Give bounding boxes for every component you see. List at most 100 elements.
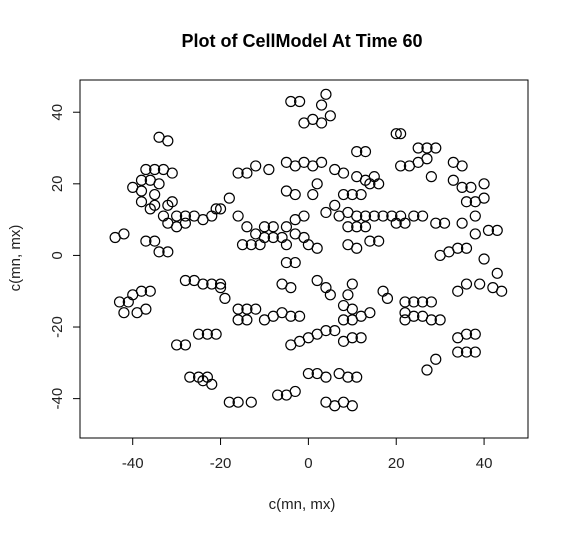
data-point bbox=[179, 274, 192, 287]
data-point bbox=[219, 292, 231, 304]
data-point bbox=[232, 167, 244, 179]
data-point bbox=[421, 153, 433, 165]
data-point bbox=[250, 303, 262, 315]
data-point bbox=[460, 196, 473, 208]
data-point bbox=[351, 221, 363, 233]
data-point bbox=[232, 314, 244, 326]
data-point bbox=[324, 110, 336, 122]
data-point bbox=[162, 135, 174, 147]
data-point bbox=[285, 95, 297, 108]
data-point bbox=[478, 253, 490, 265]
data-point bbox=[421, 142, 433, 154]
data-point bbox=[267, 221, 279, 233]
data-point bbox=[135, 174, 148, 186]
data-point bbox=[311, 178, 323, 190]
data-point bbox=[421, 364, 433, 376]
data-point bbox=[280, 185, 293, 197]
data-point bbox=[359, 146, 372, 158]
data-point bbox=[329, 325, 341, 337]
data-point bbox=[289, 385, 301, 398]
data-point bbox=[359, 221, 372, 233]
data-point bbox=[355, 332, 367, 344]
data-point bbox=[113, 296, 126, 308]
data-point bbox=[294, 95, 306, 108]
data-point bbox=[241, 314, 253, 326]
data-point bbox=[285, 310, 297, 322]
data-point bbox=[351, 371, 363, 383]
data-point bbox=[425, 314, 437, 326]
data-point bbox=[153, 178, 165, 190]
data-point bbox=[149, 163, 161, 176]
x-tick-label: 0 bbox=[304, 455, 312, 472]
data-point bbox=[469, 328, 481, 340]
data-point bbox=[140, 303, 152, 315]
data-point bbox=[214, 203, 227, 215]
y-axis-label: c(mn, mx) bbox=[7, 225, 24, 292]
data-point bbox=[364, 235, 376, 247]
data-point bbox=[118, 228, 130, 240]
data-point bbox=[373, 235, 385, 247]
data-point bbox=[430, 353, 442, 365]
data-point bbox=[149, 199, 161, 211]
data-point bbox=[140, 163, 152, 176]
data-point bbox=[184, 371, 196, 383]
data-point bbox=[491, 267, 503, 279]
data-point bbox=[232, 303, 244, 315]
data-point bbox=[289, 256, 301, 269]
data-point bbox=[342, 221, 354, 233]
x-tick-label: -40 bbox=[122, 455, 144, 472]
data-point bbox=[197, 375, 209, 387]
data-point bbox=[434, 314, 446, 326]
data-point bbox=[408, 210, 420, 222]
data-point bbox=[149, 188, 161, 201]
data-point bbox=[140, 235, 152, 247]
data-point bbox=[144, 285, 156, 297]
data-point bbox=[346, 332, 358, 344]
data-point bbox=[267, 231, 279, 244]
data-point bbox=[359, 210, 372, 222]
data-point bbox=[214, 278, 227, 290]
data-point bbox=[149, 235, 161, 247]
data-point bbox=[162, 199, 174, 211]
data-point bbox=[210, 203, 222, 215]
data-point bbox=[245, 396, 257, 408]
data-point bbox=[302, 367, 314, 380]
data-point bbox=[474, 278, 486, 290]
data-point bbox=[320, 325, 332, 337]
data-point bbox=[478, 192, 490, 204]
data-point bbox=[390, 128, 402, 140]
data-point bbox=[438, 217, 451, 229]
data-point bbox=[390, 217, 402, 229]
data-point bbox=[280, 221, 293, 233]
x-tick-label: 40 bbox=[476, 455, 493, 472]
data-point bbox=[311, 274, 323, 287]
data-point bbox=[381, 292, 394, 304]
data-point bbox=[469, 228, 481, 240]
data-point bbox=[232, 210, 244, 222]
data-point bbox=[337, 299, 350, 312]
data-point bbox=[315, 117, 328, 129]
data-point bbox=[395, 160, 407, 172]
data-point bbox=[307, 188, 319, 201]
data-point bbox=[162, 246, 174, 258]
data-point bbox=[355, 188, 367, 201]
y-axis: -40 -20 0 20 40 bbox=[49, 104, 80, 409]
data-point bbox=[241, 167, 253, 179]
data-point bbox=[346, 400, 358, 412]
data-point bbox=[206, 210, 218, 222]
data-point bbox=[294, 310, 306, 322]
data-point bbox=[456, 160, 468, 172]
data-point bbox=[482, 224, 495, 236]
data-point bbox=[364, 178, 376, 190]
data-point bbox=[399, 296, 411, 308]
data-point bbox=[351, 210, 363, 222]
data-point bbox=[250, 160, 262, 172]
data-point bbox=[469, 346, 481, 358]
data-point bbox=[460, 278, 473, 290]
data-point bbox=[373, 178, 385, 190]
data-point bbox=[364, 307, 376, 319]
data-point bbox=[236, 239, 249, 251]
data-point bbox=[320, 88, 332, 100]
data-points bbox=[109, 88, 508, 412]
